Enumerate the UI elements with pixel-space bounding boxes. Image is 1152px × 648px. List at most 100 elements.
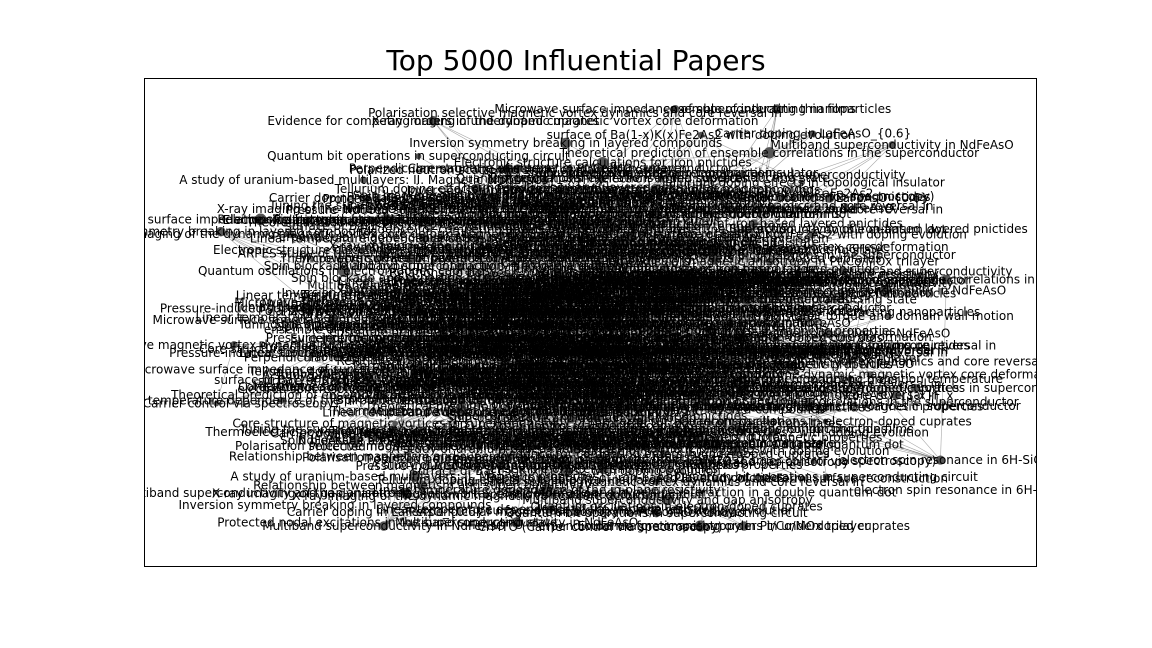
network-edge — [496, 378, 850, 413]
paper-node — [624, 372, 629, 377]
paper-label: NdFeAsO_{1-x}F_x — [633, 289, 747, 303]
network-edge — [472, 326, 741, 381]
network-edge — [633, 284, 692, 393]
paper-node — [533, 330, 542, 339]
network-edge — [290, 233, 533, 341]
paper-label: Tellurium doping effects in topological … — [375, 473, 661, 487]
paper-label: Pressure-induced superconductivity in Ca… — [160, 302, 452, 316]
paper-label: electron spin resonance in 6H-SiC — [576, 360, 779, 374]
network-edge — [423, 238, 574, 318]
paper-label: CrMTO (Carrier control via spectroscopy) — [478, 520, 723, 534]
network-edge — [603, 365, 652, 470]
paper-node — [796, 404, 802, 409]
network-edge — [442, 234, 562, 332]
network-edge — [496, 383, 586, 413]
network-edge — [483, 310, 641, 511]
network-edge — [565, 237, 632, 471]
paper-node — [706, 326, 717, 337]
network-edge — [368, 258, 716, 434]
network-edge — [584, 296, 595, 384]
paper-node — [479, 337, 492, 349]
paper-node — [484, 379, 493, 387]
paper-label: ARPES study of the Fermi surface reconst… — [357, 337, 648, 351]
paper-label: X-ray imaging of the dynamic magnetic vo… — [212, 486, 599, 500]
network-edge — [611, 208, 867, 313]
network-edge — [468, 133, 814, 290]
paper-label: Polarisation selective magnetic vortex d… — [535, 343, 949, 357]
network-edge — [573, 317, 649, 389]
paper-label: Protected nodal excitations in the super… — [323, 192, 663, 206]
paper-label: Core structure of magnetic vortices in s… — [416, 245, 741, 259]
network-edge — [363, 179, 667, 349]
network-edge — [599, 299, 684, 325]
paper-node — [763, 147, 776, 159]
paper-node — [766, 257, 775, 266]
paper-node — [606, 428, 612, 434]
network-edge — [479, 258, 736, 452]
network-edge — [492, 196, 607, 337]
paper-label: Polarisation selective magnetic vortex d… — [534, 346, 948, 360]
paper-label: Tuning the superconducting transition te… — [300, 288, 608, 302]
paper-label: Multiband superconductivity in NdFeAsO — [546, 327, 789, 341]
network-edge — [305, 308, 800, 407]
paper-label: electron spin resonance in 6H-SiC — [854, 483, 1036, 497]
network-edge — [458, 292, 572, 375]
network-edge — [305, 308, 542, 371]
paper-label: Quantum oscillations in electron-doped c… — [347, 345, 639, 359]
network-edge — [634, 396, 705, 401]
paper-node — [778, 193, 785, 201]
network-edge — [397, 341, 619, 457]
paper-label: Quantum bit operations in superconductin… — [531, 400, 834, 414]
paper-label: Evidence for competing orders in underdo… — [465, 278, 797, 292]
paper-label: Electronic structure calculations for ir… — [484, 283, 782, 297]
network-edge — [524, 228, 879, 309]
network-edge — [391, 324, 657, 514]
paper-node — [545, 505, 554, 514]
network-edge — [220, 231, 668, 501]
paper-label: Multiband superconductivity in NdFeAsO — [707, 327, 950, 341]
paper-node — [367, 315, 372, 320]
paper-label: Evidence for competing orders in underdo… — [267, 114, 599, 128]
network-edge — [454, 294, 573, 342]
network-edge — [369, 317, 416, 477]
paper-node — [662, 494, 673, 506]
paper-label: Relationship between magnetism and super… — [274, 213, 612, 227]
network-edge — [220, 231, 765, 275]
paper-label: Multiband superconductivity in NdFeAsO — [771, 138, 1014, 152]
paper-label: surface of Ba(1-x)K(x)Fe2As2 with doping… — [486, 503, 795, 517]
paper-label: Carrier doping in LaFeAsO_{0.6} — [435, 333, 631, 347]
network-edge — [540, 298, 637, 479]
paper-node — [404, 290, 415, 301]
network-edge — [572, 370, 627, 375]
network-edge — [651, 271, 844, 366]
paper-node — [799, 180, 805, 186]
paper-node — [592, 378, 598, 384]
network-edge — [595, 421, 640, 446]
network-edge — [391, 324, 414, 354]
paper-label: Core structure of magnetic vortices in s… — [199, 342, 524, 356]
network-edge — [400, 133, 814, 388]
paper-node — [652, 478, 661, 486]
paper-label: Polarized neutron scattering study of ma… — [450, 424, 768, 438]
paper-label: Pressure-induced superconductivity in Ca… — [343, 376, 635, 390]
paper-node — [537, 199, 543, 206]
network-edge — [630, 261, 771, 349]
paper-label: NdFeAsO_{1-x}F_x — [748, 302, 862, 316]
paper-node — [417, 480, 428, 491]
paper-label: ensemble of interacting nanoparticles — [367, 199, 595, 213]
network-edge — [503, 169, 509, 367]
paper-node — [388, 425, 398, 434]
paper-label: CrMTO (Carrier control via spectroscopy) — [378, 313, 623, 327]
paper-label: Linear temperature dependence of the in-… — [250, 232, 598, 246]
paper-label: surface of Ba(1-x)K(x)Fe2As2 with doping… — [620, 426, 929, 440]
paper-label: Spin blockade and hyperfine interaction … — [554, 222, 946, 236]
network-edge — [562, 190, 790, 346]
paper-label: X-ray imaging of the dynamic magnetic vo… — [369, 240, 756, 254]
paper-label: Microwave surface impedance of supercond… — [550, 338, 912, 352]
network-edge — [565, 142, 843, 294]
network-edge — [392, 326, 473, 430]
paper-node — [395, 454, 401, 459]
paper-label: X-ray imaging of the dynamic magnetic vo… — [375, 197, 762, 211]
paper-node — [646, 289, 653, 297]
paper-label: Spin blockade and hyperfine interaction … — [459, 207, 851, 221]
